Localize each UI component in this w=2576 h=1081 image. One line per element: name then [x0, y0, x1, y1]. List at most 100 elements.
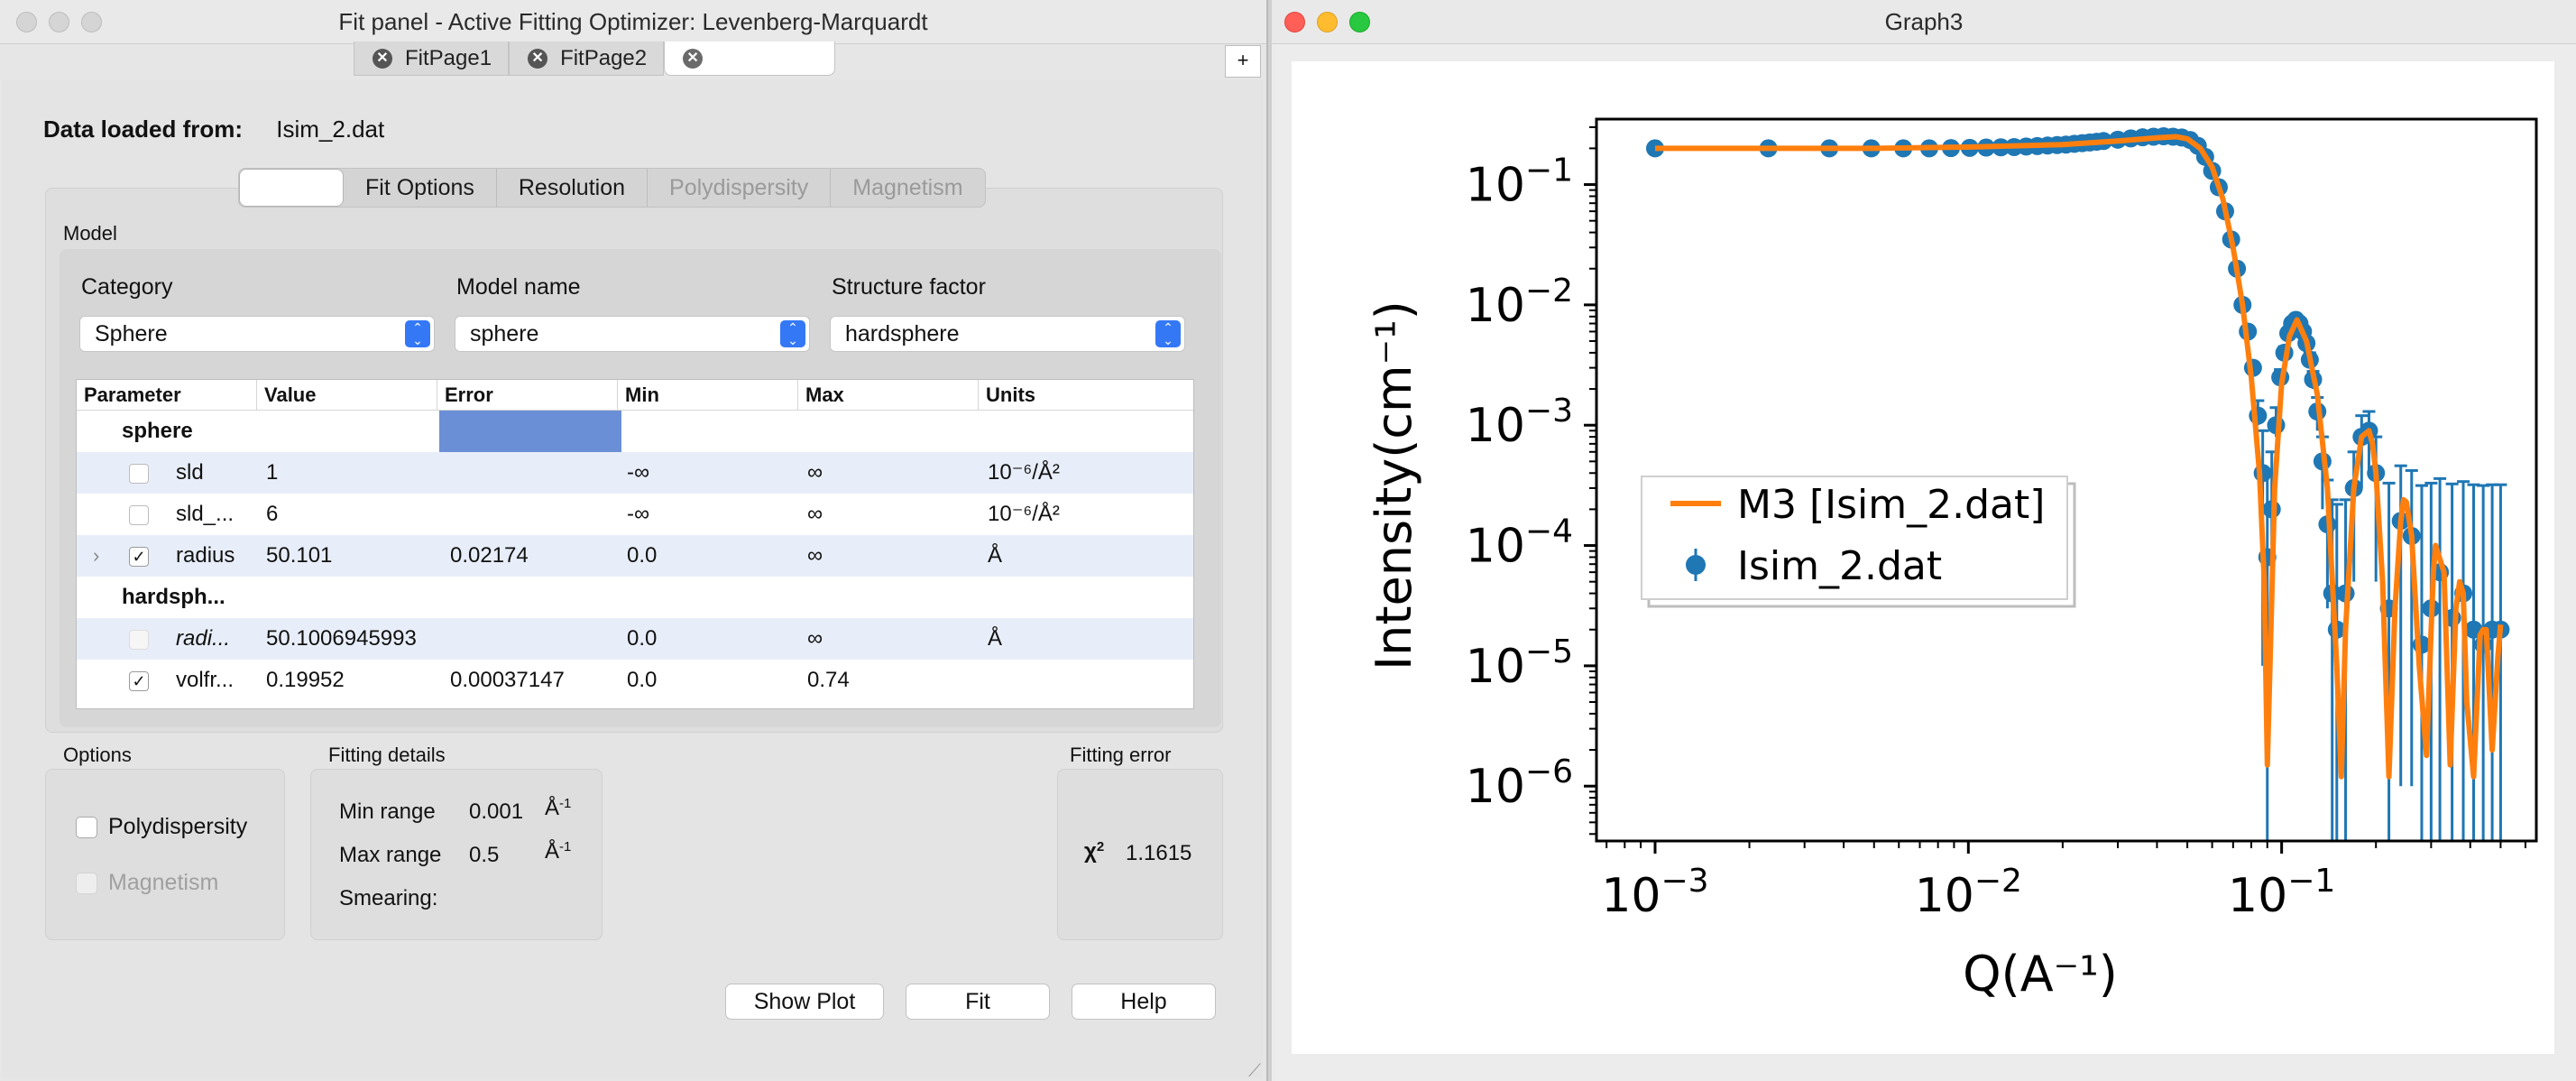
param-min[interactable]: -∞ — [627, 460, 650, 485]
tab-resolution[interactable]: Resolution — [497, 169, 649, 207]
zoom-window-button[interactable] — [81, 12, 102, 32]
data-loaded-row: Data loaded from: Isim_2.dat — [43, 115, 384, 143]
fit-button[interactable]: Fit — [906, 984, 1050, 1020]
tab-model[interactable] — [239, 169, 344, 207]
fitting-error-title: Fitting error — [1070, 744, 1172, 766]
table-row[interactable]: radi... 50.1006945993 0.0 ∞ Å — [77, 618, 1193, 660]
graph-titlebar: Graph3 — [1272, 0, 2576, 44]
zoom-window-button[interactable] — [1349, 12, 1370, 32]
plot-canvas[interactable]: 10−3 10−2 10−1 10−6 10−5 10−4 10−3 10−2 10−1 Q(A… — [1292, 61, 2554, 1054]
tab-magnetism[interactable]: Magnetism — [852, 174, 963, 200]
category-label: Category — [81, 274, 173, 300]
param-fit-checkbox[interactable]: ✓ — [129, 671, 149, 691]
magnetism-checkbox[interactable]: Magnetism — [76, 870, 218, 896]
param-min[interactable]: 0.0 — [627, 543, 658, 568]
param-max[interactable]: ∞ — [807, 626, 823, 651]
model-group-title: Model — [63, 222, 117, 245]
y-tick-label: 10−3 — [1466, 393, 1573, 453]
category-select[interactable]: Sphere ⌃ ⌄ — [79, 316, 435, 352]
param-value[interactable]: 6 — [266, 502, 279, 526]
polydispersity-label: Polydispersity — [108, 814, 248, 839]
y-tick-label: 10−6 — [1466, 753, 1573, 814]
tab-polydispersity[interactable]: Polydispersity — [648, 169, 832, 207]
param-name: sld — [176, 460, 204, 485]
selected-cell[interactable] — [439, 411, 621, 452]
param-value[interactable]: 50.1006945993 — [266, 626, 417, 651]
minimize-window-button[interactable] — [1317, 12, 1338, 32]
param-name: radi... — [176, 626, 231, 651]
options-title: Options — [63, 744, 132, 766]
minimize-window-button[interactable] — [49, 12, 69, 32]
close-window-button[interactable] — [16, 12, 37, 32]
close-tab-icon[interactable]: ✕ — [683, 48, 704, 69]
param-name: volfr... — [176, 668, 235, 692]
tab-active-page[interactable]: ✕ — [664, 42, 836, 76]
table-row[interactable]: › ✓ radius 50.101 0.02174 0.0 ∞ Å — [77, 535, 1193, 577]
col-header-error[interactable]: Error — [437, 380, 618, 411]
table-group-row[interactable]: sphere — [77, 411, 1193, 452]
param-fit-checkbox[interactable] — [129, 505, 149, 525]
param-max[interactable]: ∞ — [807, 502, 823, 526]
fitting-error-group — [1057, 769, 1223, 940]
col-header-value[interactable]: Value — [257, 380, 437, 411]
param-fit-checkbox[interactable] — [129, 464, 149, 484]
close-tab-icon[interactable]: ✕ — [528, 48, 548, 69]
help-button[interactable]: Help — [1072, 984, 1216, 1020]
param-value[interactable]: 1 — [266, 460, 279, 485]
col-header-parameter[interactable]: Parameter — [77, 380, 257, 411]
add-tab-button[interactable]: + — [1225, 45, 1261, 78]
param-min[interactable]: 0.0 — [627, 626, 658, 651]
tab-fitpage1[interactable]: ✕ FitPage1 — [354, 42, 510, 76]
fit-sub-tabs: Fit Options Resolution Polydispersity Ma… — [238, 168, 986, 208]
show-plot-button[interactable]: Show Plot — [725, 984, 884, 1020]
param-fit-checkbox[interactable]: ✓ — [129, 547, 149, 567]
close-window-button[interactable] — [1284, 12, 1305, 32]
close-tab-icon[interactable]: ✕ — [373, 48, 392, 69]
structure-factor-select[interactable]: hardsphere ⌃ ⌄ — [830, 316, 1185, 352]
data-point — [1645, 139, 1664, 158]
table-row[interactable]: sld 1 -∞ ∞ 10⁻⁶/Å² — [77, 452, 1193, 494]
param-fit-checkbox[interactable] — [129, 630, 149, 650]
col-header-min[interactable]: Min — [618, 380, 798, 411]
checkbox-box[interactable] — [76, 816, 97, 838]
window-title: Graph3 — [1884, 8, 1964, 35]
param-max[interactable]: 0.74 — [807, 668, 850, 692]
model-name-select[interactable]: sphere ⌃ ⌄ — [455, 316, 810, 352]
param-max[interactable]: ∞ — [807, 543, 823, 568]
param-max[interactable]: ∞ — [807, 460, 823, 485]
x-axis-label: Q(A⁻¹) — [1963, 946, 2118, 1002]
polydispersity-checkbox[interactable]: Polydispersity — [76, 814, 247, 840]
legend[interactable]: M3 [Isim_2.dat] Isim_2.dat — [1641, 476, 2076, 608]
param-value[interactable]: 50.101 — [266, 543, 333, 568]
parameter-table[interactable]: Parameter Value Error Min Max Units sphe… — [76, 379, 1194, 709]
param-min[interactable]: 0.0 — [627, 668, 658, 692]
param-units: 10⁻⁶/Å² — [988, 502, 1060, 526]
data-loaded-value: Isim_2.dat — [276, 115, 385, 143]
param-units: Å — [988, 626, 1003, 651]
tab-label: FitPage2 — [560, 45, 648, 70]
y-tick-label: 10−5 — [1466, 633, 1573, 694]
param-min[interactable]: -∞ — [627, 502, 650, 526]
model-name-value: sphere — [470, 321, 539, 346]
fit-panel-titlebar: Fit panel - Active Fitting Optimizer: Le… — [0, 0, 1266, 44]
min-range-unit: Å-1 — [545, 796, 572, 820]
fit-page-tabs: ✕ FitPage1 ✕ FitPage2 ✕ — [354, 42, 836, 78]
table-row[interactable]: sld_... 6 -∞ ∞ 10⁻⁶/Å² — [77, 494, 1193, 535]
chevron-updown-icon: ⌃ ⌄ — [405, 320, 430, 347]
resize-grip-icon[interactable]: ⟋ — [1248, 1061, 1261, 1081]
checkbox-box[interactable] — [76, 872, 97, 894]
data-loaded-label: Data loaded from: — [43, 115, 244, 143]
col-header-units[interactable]: Units — [979, 380, 1193, 411]
structure-factor-label: Structure factor — [832, 274, 986, 300]
group-name: sphere — [122, 419, 193, 443]
table-group-row[interactable]: hardsph... — [77, 577, 1193, 618]
legend-label-data: Isim_2.dat — [1737, 543, 1942, 589]
y-tick-label: 10−1 — [1466, 152, 1573, 213]
tab-fit-options[interactable]: Fit Options — [344, 169, 497, 207]
table-row[interactable]: ✓ volfr... 0.19952 0.00037147 0.0 0.74 — [77, 660, 1193, 701]
expand-chevron-icon[interactable]: › — [93, 544, 100, 567]
param-value[interactable]: 0.19952 — [266, 668, 345, 692]
tab-fitpage2[interactable]: ✕ FitPage2 — [509, 42, 665, 76]
col-header-max[interactable]: Max — [798, 380, 979, 411]
plot-svg[interactable]: 10−3 10−2 10−1 10−6 10−5 10−4 10−3 10−2 10−1 Q(A… — [1292, 61, 2554, 1054]
